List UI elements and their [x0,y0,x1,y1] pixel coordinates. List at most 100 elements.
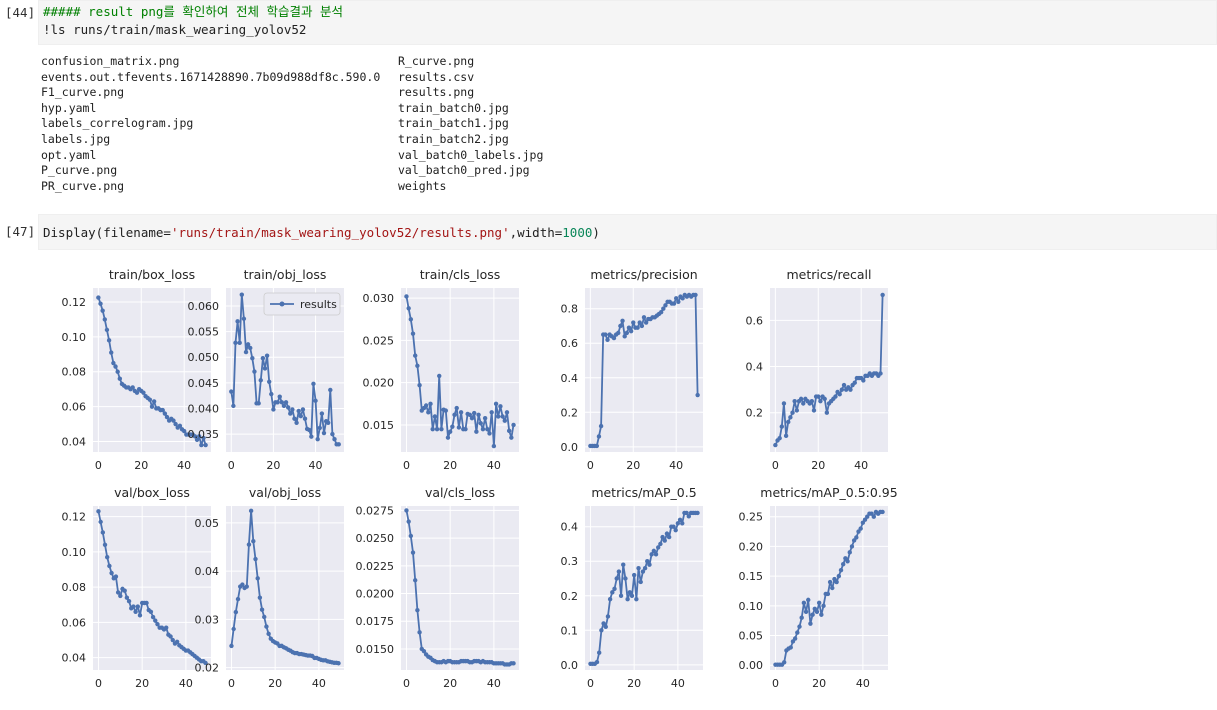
x-tick-label: 0 [95,677,102,690]
data-point [319,411,325,416]
code-line-comment: ##### result png를 확인하여 전체 학습결과 분석 [43,4,344,19]
file-entry: R_curve.png [398,54,475,68]
data-point [454,405,459,411]
data-point [663,303,668,308]
code-end: ) [592,225,600,240]
code-editor[interactable]: Display(filename='runs/train/mask_wearin… [38,214,1217,250]
data-point [852,380,857,385]
x-tick-label: 20 [627,677,641,690]
data-point [252,369,257,374]
data-point [113,574,119,579]
data-point [474,429,479,434]
data-point [203,442,208,448]
data-point [861,378,866,383]
code-number: 1000 [562,225,593,240]
data-point [799,615,804,620]
y-tick-label: 0.0 [561,659,579,672]
data-point [500,414,505,419]
data-point [266,379,272,384]
data-point [260,356,266,361]
data-point [177,423,183,429]
data-point [131,604,136,609]
data-point [229,389,234,394]
data-point [871,514,876,519]
data-point [199,442,204,448]
data-point [610,590,615,595]
y-tick-label: 0.04 [62,436,87,449]
file-entry: P_curve.png [41,163,118,178]
data-point [432,414,438,419]
data-point [317,425,322,431]
data-point [695,510,700,516]
chart-title: train/obj_loss [244,267,327,282]
x-tick-label: 20 [811,459,825,472]
data-point [141,390,146,395]
file-entry: events.out.tfevents.1671428890.7b09d988d… [41,69,381,84]
data-point [237,340,242,346]
data-point [631,320,636,325]
y-tick-label: 0.035 [188,428,220,441]
data-point [170,637,175,643]
data-point [171,418,176,423]
data-point [482,415,488,421]
chart-title: metrics/mAP_0.5 [591,485,696,500]
data-point [825,591,831,597]
data-point [233,340,238,346]
y-tick-label: 0.4 [561,372,579,385]
x-tick-label: 40 [671,677,685,690]
data-point [502,418,507,423]
data-point [818,398,823,404]
data-point [797,624,802,629]
y-tick-label: 0.25 [739,511,764,524]
y-tick-label: 0.2 [746,407,764,420]
x-tick-label: 0 [403,677,410,690]
y-tick-label: 0.10 [62,546,87,559]
data-point [816,394,821,399]
data-point [109,350,114,355]
data-point [279,400,285,405]
data-point [616,569,622,574]
data-point [651,548,657,554]
data-point [410,331,416,336]
data-point [824,410,830,415]
y-tick-label: 0.05 [195,517,220,530]
y-tick-label: 0.0275 [356,504,395,517]
data-point [173,421,178,427]
data-point [491,443,497,449]
data-point [476,412,481,418]
data-point [250,356,255,361]
code-editor[interactable]: ##### result png를 확인하여 전체 학습결과 분석 !ls ru… [38,0,1217,45]
data-point [639,323,645,329]
data-point [271,407,276,412]
y-tick-label: 0.15 [739,570,764,583]
data-point [794,408,800,413]
data-point [686,514,691,519]
data-point [134,390,140,395]
data-point [105,554,110,560]
data-point [148,609,154,615]
data-point [269,391,274,397]
data-point [294,420,299,425]
file-entry: results.png [398,85,475,100]
data-point [259,607,265,612]
x-tick-label: 40 [179,677,193,690]
data-point [827,579,833,585]
data-point [118,593,123,599]
notebook-cell-47: [47] Display(filename='runs/train/mask_w… [0,214,1217,704]
legend-marker [279,301,285,307]
data-point [443,408,448,413]
data-point [880,292,885,298]
data-point [463,426,468,432]
x-tick-label: 20 [443,459,457,472]
chart-panel: val/obj_loss 0 20 40 0.02 0.03 0.04 0.05 [195,485,344,690]
plot-area [93,506,211,670]
y-tick-label: 0.12 [62,511,87,524]
data-point [485,426,490,432]
data-point [233,609,239,615]
data-point [164,625,169,630]
y-tick-label: 0.06 [62,401,87,414]
data-point [181,428,187,434]
data-point [806,597,811,603]
data-point [408,533,414,539]
data-point [623,576,628,581]
